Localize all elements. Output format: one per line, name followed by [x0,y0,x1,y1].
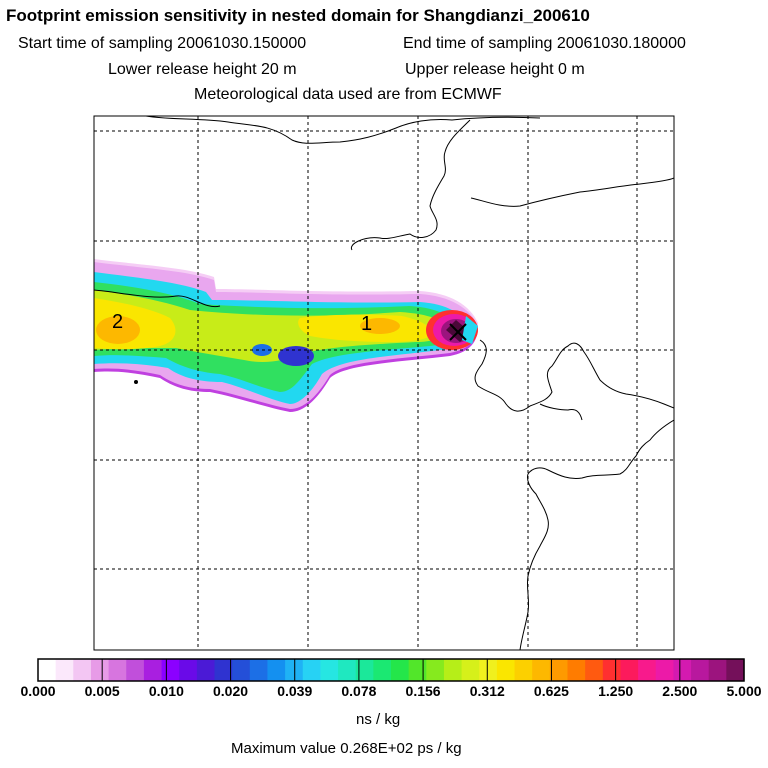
colorbar-cell [90,659,110,681]
colorbar-tick-label: 0.039 [277,683,313,699]
plume-orange-core-east [360,318,400,334]
station-edge-cyan [462,316,478,344]
colorbar-tick-label: 0.078 [341,683,377,699]
colorbar-tick-label: 2.500 [662,683,698,699]
colorbar-cell [161,659,180,681]
colorbar-cell [602,659,622,681]
colorbar-tick-label: 0.625 [533,683,569,699]
colorbar-tick-label: 1.250 [598,683,634,699]
sampling-end-time: End time of sampling 20061030.180000 [403,35,686,52]
colorbar-cell [567,659,586,681]
sampling-start-time: Start time of sampling 20061030.150000 [18,35,307,52]
colorbar-cell [373,659,392,681]
chart-title: Footprint emission sensitivity in nested… [6,6,590,25]
colorbar-cell [232,659,251,681]
plume-orange-core-west [96,316,140,344]
location-dot [134,380,138,384]
lower-release-height: Lower release height 20 m [108,61,297,78]
plume-blue-patch [278,346,314,366]
colorbar-cell [708,659,727,681]
colorbar-cell [496,659,516,681]
colorbar-cell [638,659,657,681]
maximum-value: Maximum value 0.268E+02 ps / kg [231,740,462,757]
northeast-border [470,177,674,207]
colorbar-tick-label: 0.000 [20,683,56,699]
coastlines [94,116,674,650]
colorbar-cell [532,659,551,681]
colorbar-cell [38,659,57,681]
colorbar-cell [443,659,463,681]
colorbar-cell [391,659,410,681]
sensitivity-plume [94,259,478,412]
colorbar-cell [655,659,674,681]
meteorological-data-source: Meteorological data used are from ECMWF [194,86,502,103]
colorbar-tick-label: 0.312 [469,683,505,699]
release-label-2: 2 [112,311,123,333]
colorbar-cell [73,659,92,681]
colorbar-frame [37,658,745,682]
colorbar-tick-label: 0.156 [405,683,441,699]
colorbar-cell [549,659,569,681]
lat-lon-grid [94,116,674,650]
colorbar-cell [320,659,339,681]
colorbar-cell [726,659,745,681]
colorbar-tick-label: 0.020 [213,683,249,699]
colorbar-tick-label: 5.000 [726,683,762,699]
colorbar-cell [408,659,427,681]
colorbar-cell [214,659,233,681]
colorbar-cell [249,659,269,681]
colorbar-cell [479,659,498,681]
colorbar-cell [143,659,163,681]
bay-coast [350,119,471,251]
colorbar-cell [620,659,639,681]
release-label-1: 1 [361,313,372,335]
colorbar-cell [302,659,321,681]
colorbar-units: ns / kg [356,711,401,728]
colorbar-cell [691,659,710,681]
colorbar-cell [285,659,304,681]
korea-coast [474,339,674,412]
colorbar-cell [338,659,357,681]
northern-border [145,116,541,144]
plume-yellowgreen-band [94,290,448,362]
station-marker-icon [449,323,467,341]
colorbar-cell [461,659,480,681]
colorbar-cell [585,659,604,681]
colorbar-tick-label: 0.010 [148,683,184,699]
colorbar-cell [514,659,533,681]
west-border [94,289,221,308]
east-coast [519,419,674,650]
map-frame [93,115,675,651]
colorbar-cell [126,659,145,681]
colorbar-cell [673,659,692,681]
colorbar-cell [108,659,127,681]
colorbar-cell [426,659,445,681]
colorbar-cell [355,659,374,681]
colorbar-cell [196,659,216,681]
colorbar-cell [267,659,286,681]
coast-detail [539,403,583,421]
colorbar-tick-label: 0.005 [84,683,120,699]
colorbar-cell [55,659,74,681]
colorbar-cell [179,659,198,681]
upper-release-height: Upper release height 0 m [405,61,585,78]
